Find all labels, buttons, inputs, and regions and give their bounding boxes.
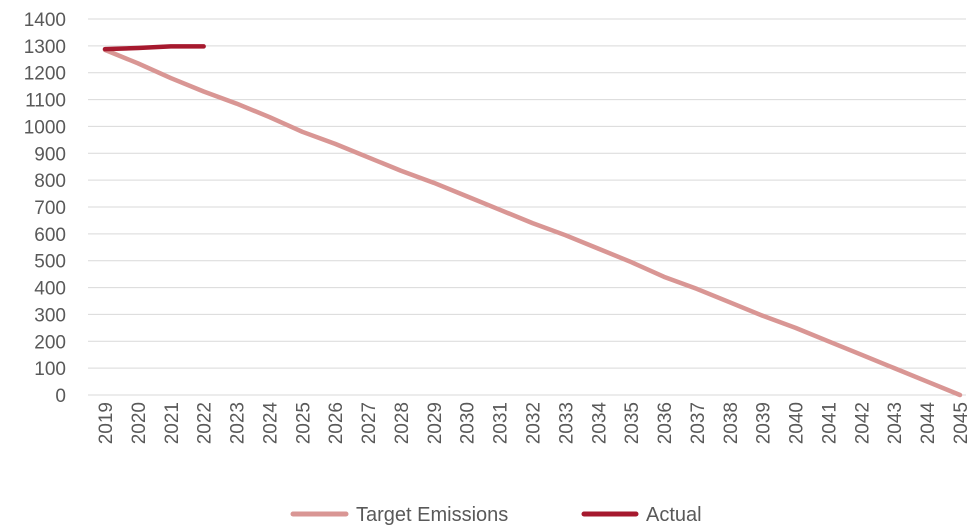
legend-label: Actual	[646, 504, 702, 526]
x-tick-label: 2042	[852, 402, 873, 444]
y-tick-label: 400	[34, 279, 66, 300]
x-tick-label: 2031	[491, 402, 512, 444]
x-tick-label: 2043	[885, 402, 906, 444]
y-tick-label: 1000	[24, 117, 66, 138]
y-tick-label: 1200	[24, 64, 66, 85]
y-tick-label: 500	[34, 252, 66, 273]
y-axis-tick-labels: 0 100 200 300 400 500 600 700 800 900 1000 1100 1200…	[24, 10, 66, 407]
x-tick-label: 2044	[918, 402, 939, 445]
y-tick-label: 1400	[24, 10, 66, 31]
x-tick-label: 2033	[556, 402, 577, 444]
chart-series	[102, 44, 963, 398]
y-tick-label: 1300	[24, 37, 66, 58]
x-tick-label: 2022	[195, 402, 216, 444]
x-tick-label: 2045	[951, 402, 972, 444]
y-tick-label: 0	[55, 386, 66, 407]
x-tick-label: 2036	[655, 402, 676, 444]
chart-legend: Target Emissions Actual	[290, 504, 702, 526]
x-tick-label: 2023	[228, 402, 249, 444]
series-line-actual	[102, 44, 206, 52]
x-tick-label: 2041	[819, 402, 840, 444]
y-tick-label: 200	[34, 332, 66, 353]
x-tick-label: 2035	[622, 402, 643, 444]
y-tick-label: 800	[34, 171, 66, 192]
x-tick-label: 2039	[754, 402, 775, 444]
x-tick-label: 2040	[787, 402, 808, 444]
x-tick-label: 2038	[721, 402, 742, 444]
x-tick-label: 2027	[359, 402, 380, 444]
x-tick-label: 2024	[260, 402, 281, 445]
series-line-target-emissions	[102, 47, 963, 398]
x-tick-label: 2021	[162, 402, 183, 444]
x-tick-label: 2019	[96, 402, 117, 444]
y-tick-label: 700	[34, 198, 66, 219]
x-tick-label: 2032	[524, 402, 545, 444]
x-axis-tick-labels: 2019 2020 2021 2022 2023 2024 2025 2026 2027 2028…	[96, 402, 972, 445]
y-tick-label: 100	[34, 359, 66, 380]
chart-gridlines	[88, 18, 966, 396]
y-tick-label: 300	[34, 305, 66, 326]
x-tick-label: 2020	[129, 402, 150, 444]
x-tick-label: 2025	[293, 402, 314, 444]
y-tick-label: 900	[34, 144, 66, 165]
x-tick-label: 2030	[458, 402, 479, 444]
y-tick-label: 600	[34, 225, 66, 246]
x-tick-label: 2028	[392, 402, 413, 444]
x-tick-label: 2034	[589, 402, 610, 445]
x-tick-label: 2026	[326, 402, 347, 444]
x-tick-label: 2029	[425, 402, 446, 444]
x-tick-label: 2037	[688, 402, 709, 444]
legend-label: Target Emissions	[356, 504, 508, 526]
y-tick-label: 1100	[25, 91, 66, 112]
